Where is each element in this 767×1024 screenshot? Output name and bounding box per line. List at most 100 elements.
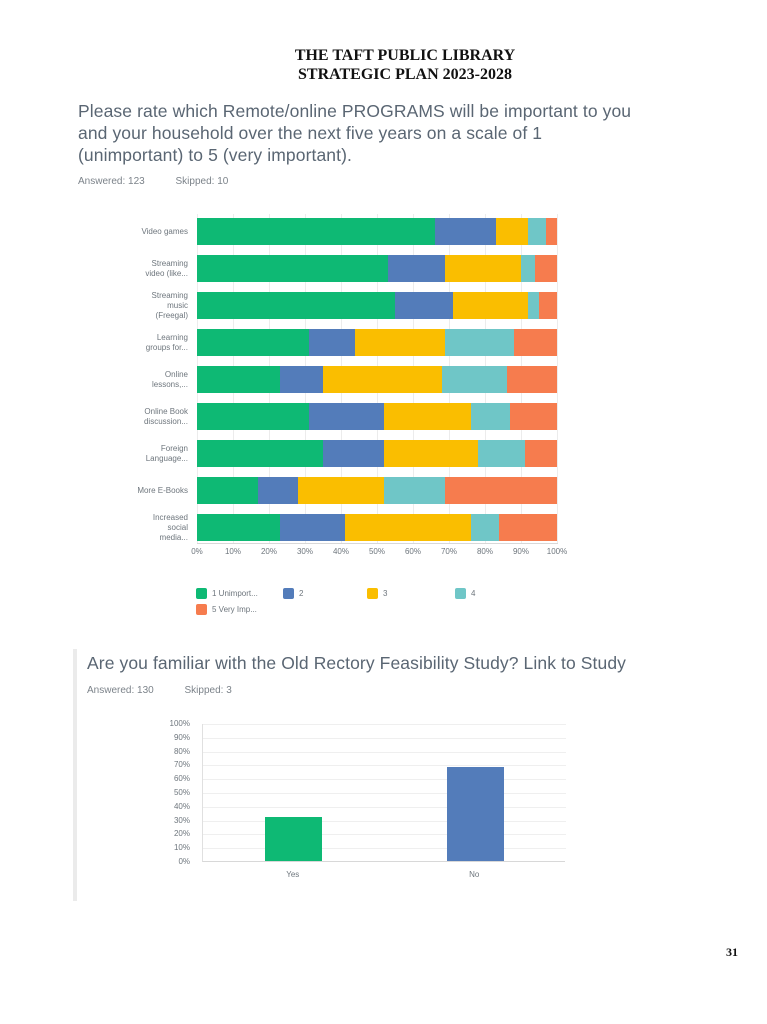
category-label: Streaming video (like...	[145, 258, 188, 278]
bar-segment-5-very-imp-	[538, 292, 557, 319]
legend-label: 5 Very Imp...	[212, 605, 257, 614]
bar-segment-1-unimport-	[197, 292, 395, 319]
bar-segment-5-very-imp-	[524, 440, 557, 467]
gridline-10%	[203, 848, 566, 850]
bar-segment-1-unimport-	[197, 440, 323, 467]
section-left-rule	[73, 649, 77, 901]
bar-segment-5-very-imp-	[445, 477, 557, 504]
gridline-90%	[521, 214, 522, 543]
bar-yes	[265, 816, 323, 861]
bar-segment-1-unimport-	[197, 403, 309, 430]
question-2-answered: Answered: 130	[87, 685, 154, 696]
category-label: Streaming music (Freegal)	[151, 290, 188, 320]
bar-no	[446, 767, 504, 861]
y-tick-10%: 10%	[173, 843, 190, 853]
x-tick-no: No	[469, 870, 480, 879]
bar-segment-2	[258, 477, 298, 504]
gridline-40%	[341, 214, 342, 543]
legend-label: 2	[299, 589, 304, 598]
bar-segment-4	[384, 477, 446, 504]
bar-segment-5-very-imp-	[510, 403, 557, 430]
bar-segment-5-very-imp-	[506, 366, 557, 393]
bar-segment-1-unimport-	[197, 218, 435, 245]
gridline-70%	[203, 765, 566, 767]
bar-segment-3	[384, 403, 471, 430]
bar-segment-3	[322, 366, 442, 393]
question-1-meta: Answered: 123 Skipped: 10	[78, 176, 228, 187]
stacked-bar-row	[197, 477, 557, 504]
gridline-20%	[203, 834, 566, 836]
bar-segment-2	[279, 366, 323, 393]
category-label: Online Book discussion...	[143, 406, 188, 426]
legend-item: 2	[283, 588, 303, 599]
x-tick-80%: 80%	[476, 547, 493, 556]
bar-segment-4	[445, 329, 514, 356]
gridline-80%	[485, 214, 486, 543]
legend-item: 4	[455, 588, 475, 599]
page-number: 31	[726, 945, 738, 959]
legend-item: 1 Unimport...	[196, 588, 258, 599]
question-2-meta: Answered: 130 Skipped: 3	[87, 685, 232, 696]
category-label: Video games	[141, 226, 188, 236]
x-tick-90%: 90%	[512, 547, 529, 556]
bar-segment-5-very-imp-	[513, 329, 557, 356]
bar-segment-4	[520, 255, 536, 282]
stacked-bar-row	[197, 255, 557, 282]
gridline-60%	[203, 779, 566, 781]
legend-swatch	[196, 588, 207, 599]
legend-item: 3	[367, 588, 387, 599]
gridline-100%	[203, 724, 566, 725]
gridline-70%	[449, 214, 450, 543]
legend-swatch	[367, 588, 378, 599]
gridline-30%	[203, 820, 566, 822]
y-tick-30%: 30%	[173, 815, 190, 825]
y-tick-70%: 70%	[173, 760, 190, 770]
legend-label: 3	[383, 589, 388, 598]
bar-segment-4	[470, 514, 500, 541]
x-tick-40%: 40%	[332, 547, 349, 556]
bar-segment-3	[445, 255, 521, 282]
y-tick-60%: 60%	[173, 774, 190, 784]
bar-segment-2	[323, 440, 385, 467]
gridline-60%	[413, 214, 414, 543]
doc-title-line1: THE TAFT PUBLIC LIBRARY	[294, 47, 516, 64]
bar-segment-3	[297, 477, 385, 504]
stacked-bar-row	[197, 329, 557, 356]
stacked-bar-row	[197, 292, 557, 319]
bar-segment-5-very-imp-	[546, 218, 557, 245]
category-label: More E-Books	[137, 485, 188, 495]
bar-segment-2	[434, 218, 496, 245]
legend-swatch	[455, 588, 466, 599]
y-tick-20%: 20%	[173, 829, 190, 839]
question-2-skipped: Skipped: 3	[184, 685, 232, 696]
bar-segment-2	[279, 514, 345, 541]
x-tick-60%: 60%	[404, 547, 421, 556]
x-tick-20%: 20%	[260, 547, 277, 556]
gridline-0%	[197, 214, 198, 543]
bar-segment-4	[477, 440, 525, 467]
bar-segment-5-very-imp-	[535, 255, 557, 282]
stacked-bar-row	[197, 218, 557, 245]
bar-segment-3	[384, 440, 478, 467]
y-tick-50%: 50%	[173, 788, 190, 797]
bar-segment-2	[308, 403, 385, 430]
stacked-bar-row	[197, 366, 557, 393]
legend-swatch	[196, 604, 207, 615]
x-tick-70%: 70%	[440, 547, 457, 556]
question-1-answered: Answered: 123	[78, 176, 145, 187]
stacked-bar-row	[197, 403, 557, 430]
x-tick-100%: 100%	[546, 547, 568, 556]
x-tick-yes: Yes	[286, 870, 300, 879]
question-1-title: Please rate which Remote/online PROGRAMS…	[78, 101, 632, 165]
x-tick-0%: 0%	[191, 547, 203, 556]
bar-segment-3	[344, 514, 471, 541]
bar-segment-4	[470, 403, 511, 430]
doc-title-line2: STRATEGIC PLAN 2023-2028	[298, 66, 512, 83]
bar-segment-5-very-imp-	[499, 514, 557, 541]
bar-segment-3	[452, 292, 529, 319]
gridline-20%	[269, 214, 270, 543]
bar-segment-1-unimport-	[197, 366, 280, 393]
y-tick-100%: 100%	[169, 719, 190, 728]
category-label: Foreign Language...	[145, 443, 188, 463]
